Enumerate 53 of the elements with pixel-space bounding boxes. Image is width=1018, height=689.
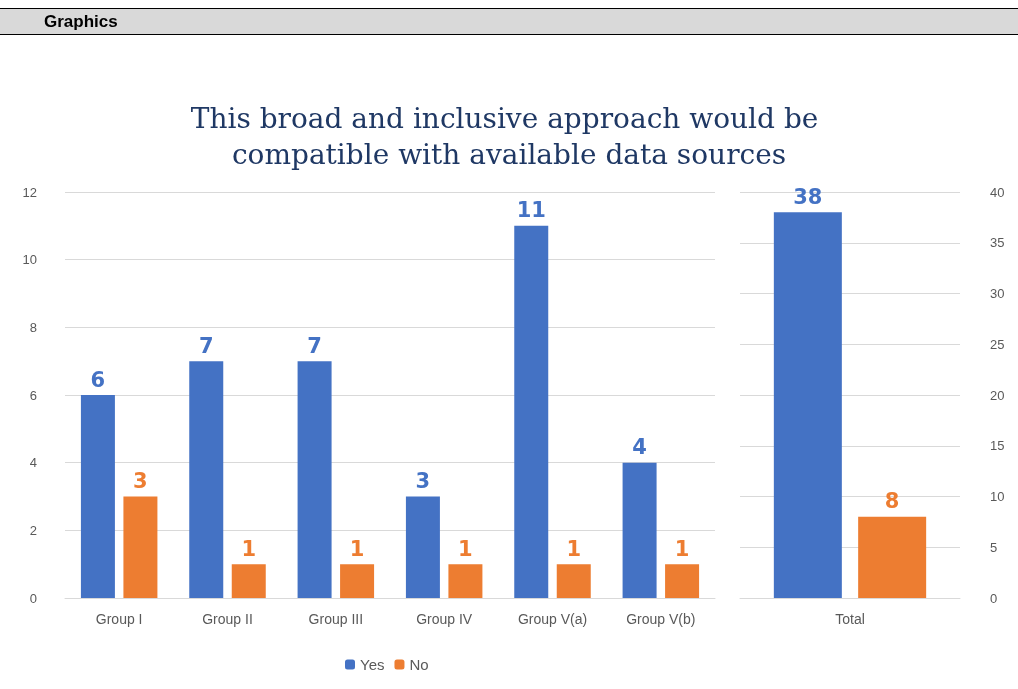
data-label: 7 bbox=[307, 333, 322, 358]
data-label: 3 bbox=[415, 469, 431, 493]
data-label: 4 bbox=[632, 435, 647, 460]
bar bbox=[514, 225, 549, 598]
x-tick-label: Group V(a) bbox=[517, 611, 588, 627]
data-label: 7 bbox=[198, 333, 214, 358]
data-label: 38 bbox=[793, 184, 823, 209]
y-tick-label: 5 bbox=[990, 539, 998, 555]
x-tick-label: Total bbox=[835, 611, 865, 627]
y-tick-label: 6 bbox=[29, 387, 37, 403]
x-tick-label: Group V(b) bbox=[626, 611, 696, 627]
legend-label: Yes bbox=[360, 656, 385, 673]
y-tick-label: 35 bbox=[990, 235, 1005, 251]
y-tick-label: 0 bbox=[29, 590, 37, 606]
y-tick-label: 8 bbox=[29, 319, 37, 335]
data-label: 1 bbox=[566, 536, 582, 561]
bar bbox=[297, 361, 332, 598]
x-tick-label: Group II bbox=[202, 611, 253, 627]
y-tick-label: 4 bbox=[29, 455, 37, 471]
bar bbox=[448, 564, 483, 598]
chart-title: This broad and inclusive approach would be compatible with available data sources bbox=[190, 101, 828, 171]
x-tick-label: Group I bbox=[95, 611, 143, 627]
x-tick-label: Group III bbox=[308, 611, 364, 627]
data-label: 1 bbox=[349, 536, 365, 561]
bar bbox=[665, 564, 700, 598]
legend-label: No bbox=[409, 656, 429, 673]
bar bbox=[556, 564, 591, 598]
x-tick-label: Group IV bbox=[416, 611, 473, 627]
text: Graphics bbox=[44, 12, 118, 32]
y-tick-label: 2 bbox=[29, 522, 37, 538]
y-tick-label: 20 bbox=[990, 387, 1005, 403]
bar bbox=[80, 395, 115, 598]
y-tick-label: 15 bbox=[990, 438, 1005, 454]
data-label: 11 bbox=[516, 198, 546, 223]
y-tick-label: 0 bbox=[990, 590, 998, 606]
data-label: 8 bbox=[884, 489, 900, 514]
bar bbox=[123, 496, 158, 598]
bar bbox=[340, 564, 375, 598]
y-tick-label: 12 bbox=[22, 184, 37, 200]
bar bbox=[405, 496, 440, 598]
y-tick-label: 25 bbox=[990, 336, 1005, 352]
data-label: 1 bbox=[241, 536, 257, 561]
bar bbox=[622, 462, 657, 598]
bar bbox=[189, 361, 224, 598]
y-tick-label: 10 bbox=[22, 252, 37, 268]
data-label: 1 bbox=[674, 536, 690, 561]
y-tick-label: 30 bbox=[990, 286, 1005, 301]
y-tick-label: 40 bbox=[990, 184, 1005, 200]
data-label: 1 bbox=[458, 536, 473, 561]
data-label: 3 bbox=[133, 469, 148, 493]
bar bbox=[231, 564, 266, 598]
y-tick-label: 10 bbox=[990, 489, 1005, 504]
data-label: 6 bbox=[90, 367, 106, 392]
